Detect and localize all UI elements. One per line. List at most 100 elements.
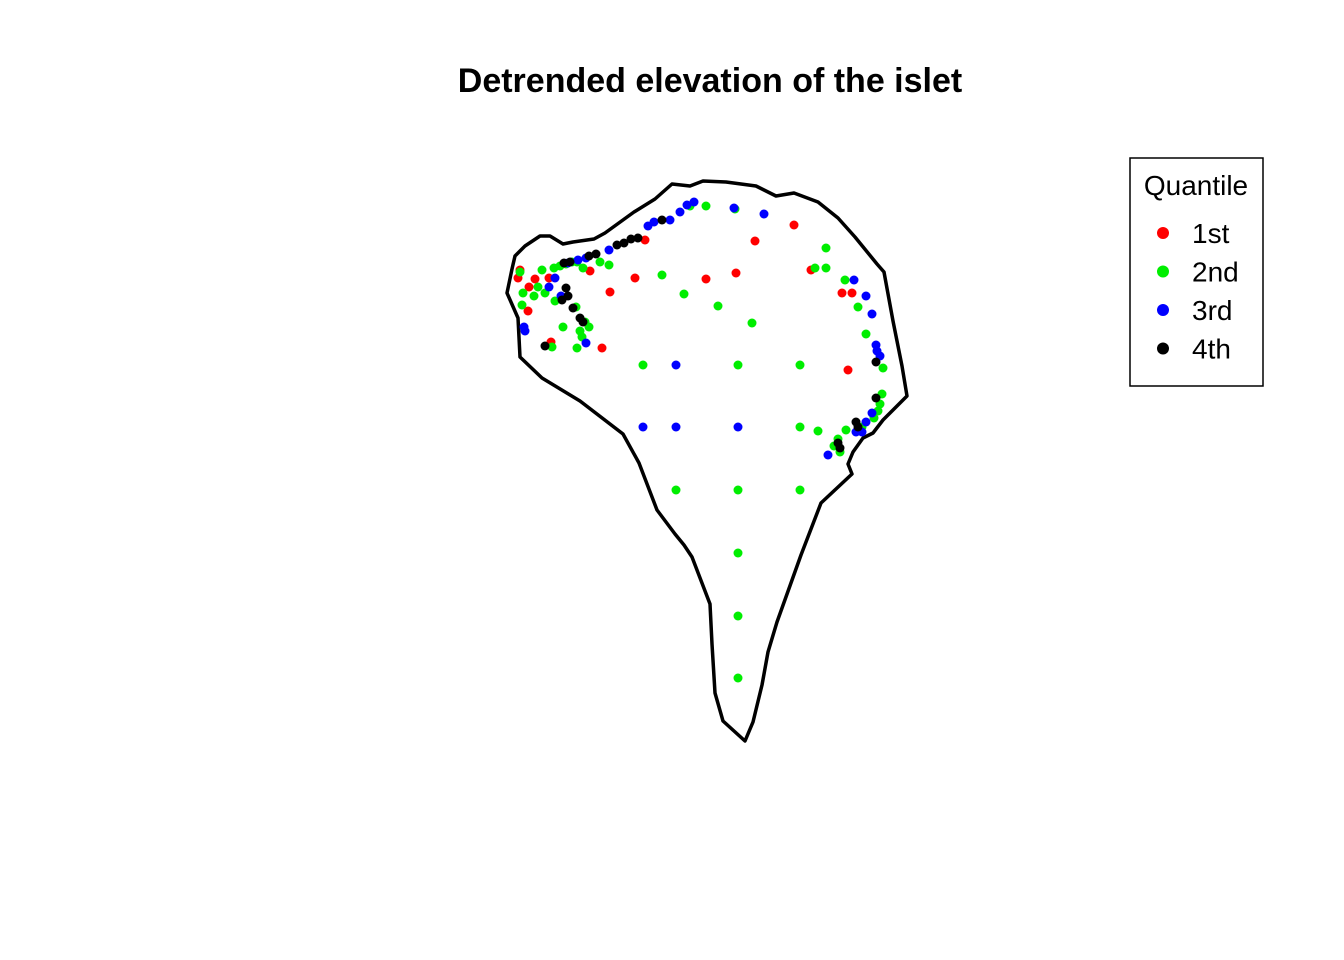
point-3rd-2	[544, 282, 554, 292]
point-2nd-2	[517, 300, 527, 310]
point-4th-11	[557, 295, 567, 305]
legend-entries: 1st 2nd 3rd 4th	[1157, 218, 1239, 365]
legend-marker-4th	[1157, 342, 1169, 355]
point-3rd-30	[671, 422, 681, 432]
point-4th-12	[568, 303, 578, 313]
point-4th-1	[565, 257, 575, 267]
legend-title: Quantile	[1144, 170, 1248, 201]
point-1st-6	[585, 266, 595, 276]
point-1st-12	[731, 268, 741, 278]
point-4th-9	[561, 283, 571, 293]
point-2nd-30	[795, 360, 805, 370]
legend-label-1st: 1st	[1192, 218, 1230, 249]
point-1st-14	[789, 220, 799, 230]
point-2nd-57	[733, 673, 743, 683]
point-3rd-24	[867, 408, 877, 418]
point-2nd-39	[861, 329, 871, 339]
point-2nd-21	[547, 342, 557, 352]
point-2nd-53	[733, 485, 743, 495]
point-2nd-24	[657, 270, 667, 280]
point-1st-11	[701, 274, 711, 284]
point-2nd-1	[518, 288, 528, 298]
legend: Quantile 1st 2nd 3rd 4th	[1129, 157, 1264, 387]
point-2nd-36	[821, 263, 831, 273]
point-2nd-28	[638, 360, 648, 370]
legend-box	[1129, 157, 1264, 387]
point-3rd-3	[550, 273, 560, 283]
legend-marker-3rd	[1157, 304, 1169, 316]
point-4th-6	[626, 234, 636, 244]
point-2nd-40	[878, 363, 888, 373]
point-2nd-50	[795, 422, 805, 432]
point-4th-5	[619, 238, 629, 248]
point-2nd-3	[529, 291, 539, 301]
point-2nd-0	[515, 267, 525, 277]
point-3rd-12	[675, 207, 685, 217]
chart-title: Detrended elevation of the islet	[458, 62, 962, 100]
point-2nd-13	[578, 263, 588, 273]
legend-label-4th: 4th	[1192, 334, 1231, 365]
point-4th-16	[871, 357, 881, 367]
point-3rd-8	[604, 245, 614, 255]
point-2nd-35	[810, 263, 820, 273]
legend-label-3rd: 3rd	[1192, 295, 1232, 326]
point-2nd-6	[537, 265, 547, 275]
point-3rd-14	[689, 197, 699, 207]
legend-marker-2nd	[1157, 265, 1169, 278]
point-4th-21	[835, 443, 845, 453]
point-3rd-32	[671, 360, 681, 370]
point-3rd-20	[867, 309, 877, 319]
point-3rd-29	[638, 422, 648, 432]
point-4th-2	[584, 251, 594, 261]
point-3rd-11	[665, 215, 675, 225]
point-3rd-18	[849, 275, 859, 285]
point-2nd-25	[679, 289, 689, 299]
point-1st-1	[524, 282, 534, 292]
point-3rd-17	[581, 338, 591, 348]
point-3rd-15	[729, 203, 739, 213]
point-1st-10	[597, 343, 607, 353]
point-2nd-46	[841, 425, 851, 435]
point-1st-16	[837, 288, 847, 298]
point-4th-19	[853, 422, 863, 432]
point-4th-15	[540, 341, 550, 351]
point-2nd-32	[701, 201, 711, 211]
point-4th-17	[871, 393, 881, 403]
point-2nd-29	[733, 360, 743, 370]
point-3rd-10	[649, 217, 659, 227]
point-3rd-28	[823, 450, 833, 460]
islet-outline	[505, 179, 909, 743]
point-1st-3	[523, 306, 533, 316]
point-2nd-19	[572, 343, 582, 353]
point-3rd-16	[759, 209, 769, 219]
point-2nd-52	[671, 485, 681, 495]
point-4th-3	[591, 249, 601, 259]
point-3rd-13	[682, 200, 692, 210]
legend-marker-1st	[1157, 227, 1169, 239]
point-4th-8	[657, 215, 667, 225]
point-2nd-56	[733, 611, 743, 621]
data-points	[513, 197, 888, 683]
point-3rd-1	[520, 326, 530, 336]
point-1st-2	[530, 274, 540, 284]
point-3rd-31	[733, 422, 743, 432]
point-2nd-16	[584, 322, 594, 332]
point-1st-17	[847, 288, 857, 298]
point-2nd-23	[604, 260, 614, 270]
point-2nd-51	[813, 426, 823, 436]
point-2nd-20	[558, 322, 568, 332]
point-4th-4	[612, 240, 622, 250]
point-2nd-37	[840, 275, 850, 285]
point-1st-8	[630, 273, 640, 283]
point-2nd-22	[595, 257, 605, 267]
legend-label-2nd: 2nd	[1192, 257, 1239, 288]
point-4th-7	[633, 233, 643, 243]
point-3rd-25	[861, 417, 871, 427]
point-2nd-27	[747, 318, 757, 328]
point-2nd-8	[550, 296, 560, 306]
point-1st-13	[750, 236, 760, 246]
point-2nd-38	[853, 302, 863, 312]
point-3rd-19	[861, 291, 871, 301]
point-2nd-54	[795, 485, 805, 495]
